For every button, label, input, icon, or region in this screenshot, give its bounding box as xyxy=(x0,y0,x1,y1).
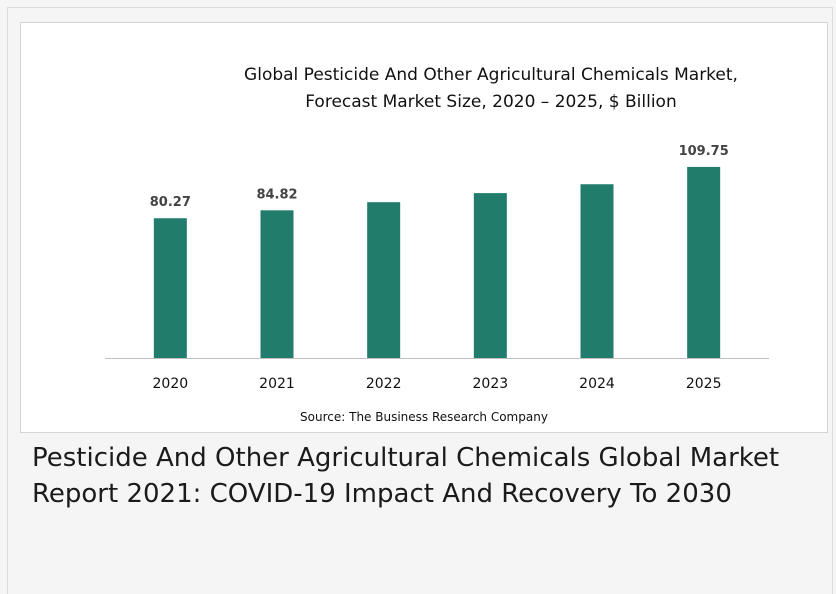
chart-source: Source: The Business Research Company xyxy=(300,410,548,424)
chart-title-line-2: Forecast Market Size, 2020 – 2025, $ Bil… xyxy=(305,92,676,112)
bar-2022 xyxy=(367,202,401,358)
x-tick-label-2022: 2022 xyxy=(366,376,402,392)
data-label-2021: 84.82 xyxy=(256,187,297,202)
x-tick-label-2023: 2023 xyxy=(473,376,509,392)
bar-2023 xyxy=(473,193,507,358)
x-tick-labels-group: 2020 2021 2022 2023 2024 2025 xyxy=(153,376,722,392)
chart-image: Global Pesticide And Other Agricultural … xyxy=(20,22,828,433)
bar-chart: Global Pesticide And Other Agricultural … xyxy=(105,65,769,424)
chart-title-line-1: Global Pesticide And Other Agricultural … xyxy=(244,65,738,85)
data-label-2025: 109.75 xyxy=(679,144,729,159)
x-tick-label-2025: 2025 xyxy=(686,376,722,392)
bars-group xyxy=(153,166,721,358)
article-title[interactable]: Pesticide And Other Agricultural Chemica… xyxy=(32,443,780,509)
article-card: Global Pesticide And Other Agricultural … xyxy=(7,7,833,594)
bar-2024 xyxy=(580,184,614,358)
bar-2025 xyxy=(687,166,721,358)
x-tick-label-2020: 2020 xyxy=(153,376,189,392)
x-tick-label-2024: 2024 xyxy=(579,376,615,392)
data-label-2020: 80.27 xyxy=(150,195,191,210)
x-tick-label-2021: 2021 xyxy=(259,376,295,392)
data-labels-group: 80.27 84.82 109.75 xyxy=(150,144,729,210)
bar-2021 xyxy=(260,210,294,358)
bar-2020 xyxy=(153,218,187,358)
